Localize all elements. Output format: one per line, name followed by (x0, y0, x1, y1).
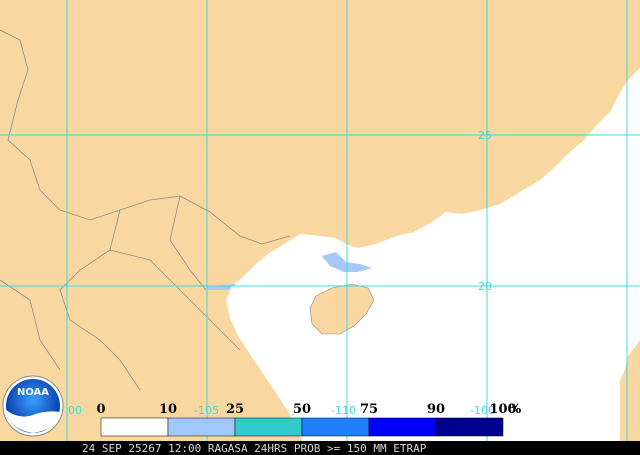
lat-label: 25 (478, 129, 492, 142)
legend-label: 100 (489, 402, 516, 417)
legend-swatch (167, 417, 236, 437)
legend-label: 75 (360, 402, 378, 417)
border-lines (0, 29, 291, 391)
lon-label: 00 (68, 404, 82, 417)
lon-label: -100 (470, 404, 495, 417)
legend-swatch (435, 417, 504, 437)
legend-label: 10 (159, 402, 177, 417)
legend-label: 0 (96, 402, 105, 417)
hainan-island (309, 283, 375, 335)
legend-label: 25 (226, 402, 244, 417)
noaa-logo: NOAA (2, 375, 64, 437)
sea (226, 68, 640, 441)
color-legend: 0 10 25 50 75 90 100 (96, 402, 517, 437)
legend-unit: % (509, 402, 522, 417)
legend-swatch (301, 417, 370, 437)
legend-label: 50 (293, 402, 311, 417)
footer-bar (0, 441, 640, 455)
water-patch (322, 252, 372, 272)
graticule (0, 0, 640, 441)
legend-swatch (234, 417, 303, 437)
legend-swatch (368, 417, 437, 437)
logo-text: NOAA (17, 387, 49, 398)
lon-label: -105 (194, 404, 219, 417)
footer-text: 24 SEP 25267 12:00 RAGASA 24HRS PROB >= … (82, 442, 427, 455)
legend-label: 90 (427, 402, 445, 417)
lat-label: 20 (478, 280, 492, 293)
lon-label: -110 (331, 404, 356, 417)
legend-swatch (100, 417, 169, 437)
